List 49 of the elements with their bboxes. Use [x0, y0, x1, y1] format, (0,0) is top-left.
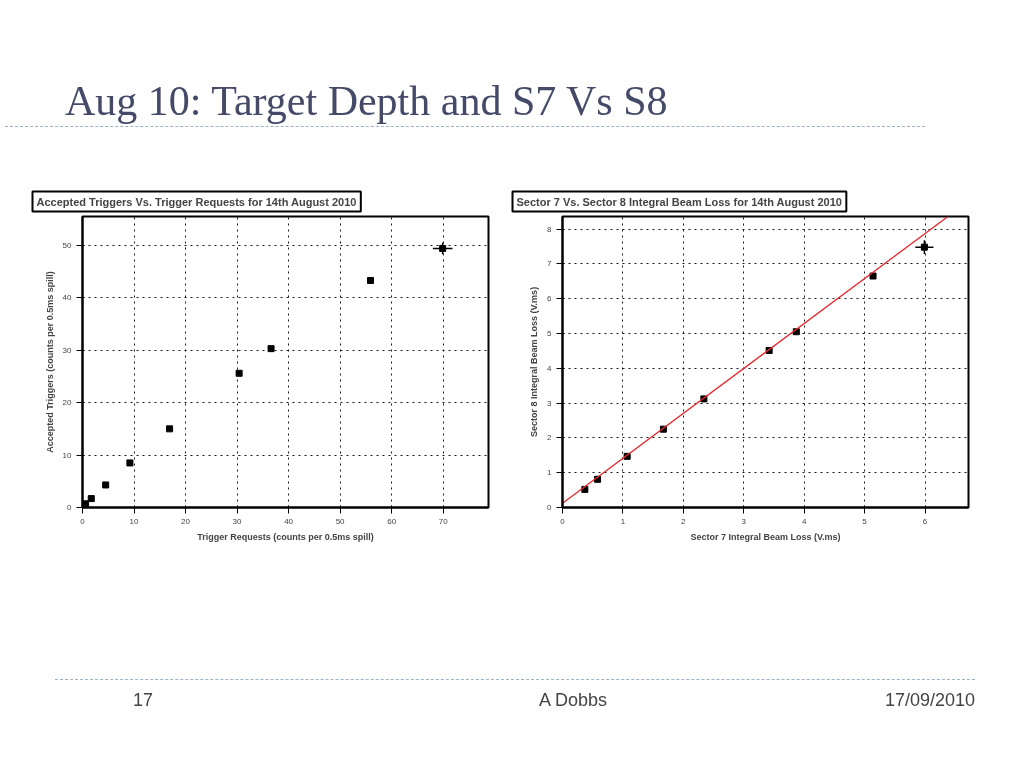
x-tick-label: 0: [560, 516, 566, 526]
x-tick-label: 60: [387, 516, 397, 526]
x-tick-label: 40: [284, 516, 294, 526]
point: [166, 425, 174, 433]
y-tick-label: 8: [547, 224, 553, 234]
chart-title: Accepted Triggers Vs. Trigger Requests for 14th August 2010: [36, 195, 357, 208]
text: Aug 10: Target Depth and S7 Vs S8: [5, 5, 925, 127]
text: 17: [133, 689, 154, 712]
y-tick-label: 0: [67, 503, 73, 512]
y-tick-label: 1: [547, 468, 553, 478]
y-tick-label: 20: [62, 398, 73, 408]
x-tick-label: 0: [80, 516, 86, 526]
y-axis-title: Sector 8 Integral Beam Loss (V.ms): [529, 286, 540, 438]
y-tick-label: 6: [547, 294, 553, 304]
point: [869, 272, 877, 280]
y-tick-label: 2: [547, 433, 553, 443]
x-tick-label: 20: [181, 516, 191, 526]
y-tick-label: 10: [62, 450, 73, 460]
y-tick-label: 3: [547, 398, 553, 408]
x-axis-title: Trigger Requests (counts per 0.5ms spill): [197, 531, 374, 542]
text: A Dobbs: [539, 689, 608, 712]
x-tick-label: 10: [129, 516, 140, 526]
point: [367, 276, 375, 284]
y-tick-label: 0: [547, 503, 553, 512]
x-tick-label: 50: [335, 516, 346, 526]
point: [87, 495, 95, 503]
x-tick-label: 6: [922, 516, 928, 526]
point: [102, 481, 110, 489]
y-tick-label: 30: [62, 345, 73, 355]
point: [920, 243, 928, 251]
point: [235, 369, 243, 377]
x-tick-label: 4: [801, 516, 807, 526]
text: 17/09/2010: [884, 689, 975, 712]
point: [126, 459, 134, 467]
x-tick-label: 2: [681, 516, 687, 526]
y-tick-label: 7: [547, 259, 553, 269]
y-tick-label: 4: [547, 363, 553, 373]
x-tick-label: 1: [620, 516, 626, 526]
x-tick-label: 30: [232, 516, 243, 526]
x-axis-title: Sector 7 Integral Beam Loss (V.ms): [690, 531, 841, 542]
point: [267, 345, 275, 353]
chart-title: Sector 7 Vs. Sector 8 Integral Beam Loss for 14th August 2010: [516, 195, 842, 208]
x-tick-label: 70: [438, 516, 449, 526]
y-tick-label: 50: [62, 240, 73, 250]
x-tick-label: 3: [741, 516, 747, 526]
y-axis-title: Accepted Triggers (counts per 0.5ms spill): [44, 271, 55, 453]
y-tick-label: 5: [547, 328, 553, 338]
y-tick-label: 40: [62, 293, 73, 303]
x-tick-label: 5: [862, 516, 868, 526]
